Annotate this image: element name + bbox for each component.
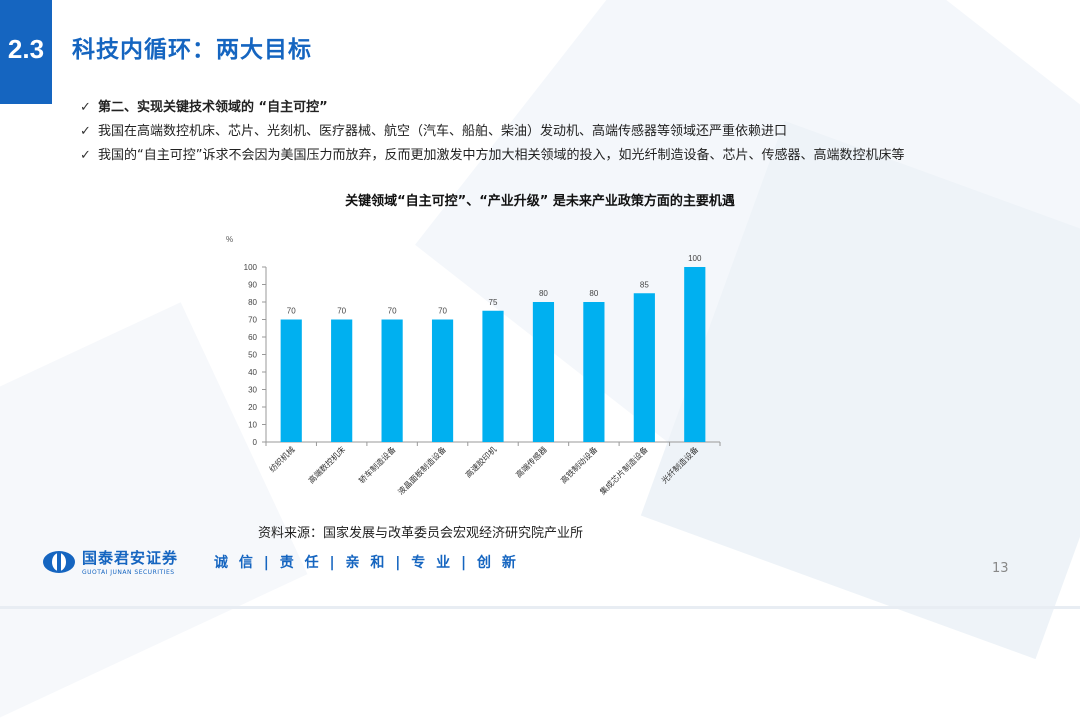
- y-tick-label: 30: [248, 386, 257, 395]
- bar: [583, 302, 605, 442]
- page-title: 科技内循环：两大目标: [72, 37, 312, 63]
- data-label: 70: [438, 307, 447, 316]
- check-icon: ✓: [80, 148, 91, 163]
- bullet-text: 第二、实现关键技术领域的 “自主可控”: [98, 100, 328, 115]
- x-tick-label: 光纤制造设备: [659, 444, 700, 485]
- x-tick-label: 高速胶印机: [463, 444, 498, 479]
- footer-divider: [0, 606, 1080, 609]
- y-tick-label: 90: [248, 281, 257, 290]
- x-tick-label: 高端传感器: [514, 444, 549, 479]
- section-number-badge: 2.3: [0, 0, 52, 104]
- y-tick-label: 70: [248, 316, 257, 325]
- bullet-text: 我国在高端数控机床、芯片、光刻机、医疗器械、航空（汽车、船舶、柴油）发动机、高端…: [98, 124, 788, 139]
- y-tick-label: 80: [248, 298, 257, 307]
- bar: [331, 319, 353, 442]
- data-label: 80: [589, 289, 598, 298]
- y-tick-label: 100: [244, 263, 258, 272]
- y-tick-label: 0: [253, 438, 258, 447]
- bar: [684, 267, 706, 442]
- bullet-list: ✓ 第二、实现关键技术领域的 “自主可控” ✓ 我国在高端数控机床、芯片、光刻机…: [80, 96, 1060, 168]
- x-tick-label: 高端数控机床: [306, 444, 347, 485]
- company-name-cn: 国泰君安证券: [82, 549, 179, 567]
- bar: [482, 310, 504, 442]
- bullet-item: ✓ 我国的“自主可控”诉求不会因为美国压力而放弃，反而更加激发中方加大相关领域的…: [80, 144, 1060, 168]
- x-tick-label: 集成芯片制造设备: [597, 444, 649, 496]
- data-label: 80: [539, 289, 548, 298]
- data-label: 70: [287, 307, 296, 316]
- data-label: 85: [640, 280, 649, 289]
- company-slogan: 诚 信 | 责 任 | 亲 和 | 专 业 | 创 新: [214, 555, 519, 571]
- x-tick-label: 高铁制动设备: [558, 444, 599, 485]
- bar-chart: % 0 10 20 30 40 50 60 70 80 90 100 70 纺织机械 70 高端数控机床 70 轿…: [226, 235, 721, 497]
- y-tick-label: 40: [248, 368, 257, 377]
- bullet-item: ✓ 第二、实现关键技术领域的 “自主可控”: [80, 96, 1060, 120]
- source-note: 资料来源：国家发展与改革委员会宏观经济研究院产业所: [258, 526, 584, 541]
- y-tick-label: 10: [248, 421, 257, 430]
- company-name-en: GUOTAI JUNAN SECURITIES: [82, 569, 175, 576]
- data-label: 70: [388, 307, 397, 316]
- logo-mark-icon: [43, 550, 75, 573]
- bar: [381, 319, 403, 442]
- data-label: 100: [688, 254, 702, 263]
- x-tick-label: 纺织机械: [267, 444, 297, 474]
- chart-title: 关键领域“自主可控”、“产业升级” 是未来产业政策方面的主要机遇: [345, 194, 735, 209]
- bullet-text: 我国的“自主可控”诉求不会因为美国压力而放弃，反而更加激发中方加大相关领域的投入…: [98, 148, 905, 163]
- bar: [633, 293, 655, 442]
- check-icon: ✓: [80, 124, 91, 139]
- company-logo: 国泰君安证券 GUOTAI JUNAN SECURITIES: [42, 547, 178, 576]
- data-label: 75: [489, 298, 498, 307]
- y-axis-unit-label: %: [226, 235, 233, 244]
- bullet-item: ✓ 我国在高端数控机床、芯片、光刻机、医疗器械、航空（汽车、船舶、柴油）发动机、…: [80, 120, 1060, 144]
- y-tick-label: 60: [248, 333, 257, 342]
- bar: [532, 302, 555, 442]
- page-number: 13: [992, 561, 1009, 576]
- y-tick-label: 50: [248, 351, 257, 360]
- bar: [280, 319, 302, 442]
- bar: [431, 319, 454, 442]
- check-icon: ✓: [80, 100, 91, 115]
- data-label: 70: [337, 307, 346, 316]
- y-tick-label: 20: [248, 403, 257, 412]
- x-tick-label: 液晶面板制造设备: [396, 444, 448, 496]
- x-tick-label: 轿车制造设备: [357, 444, 398, 485]
